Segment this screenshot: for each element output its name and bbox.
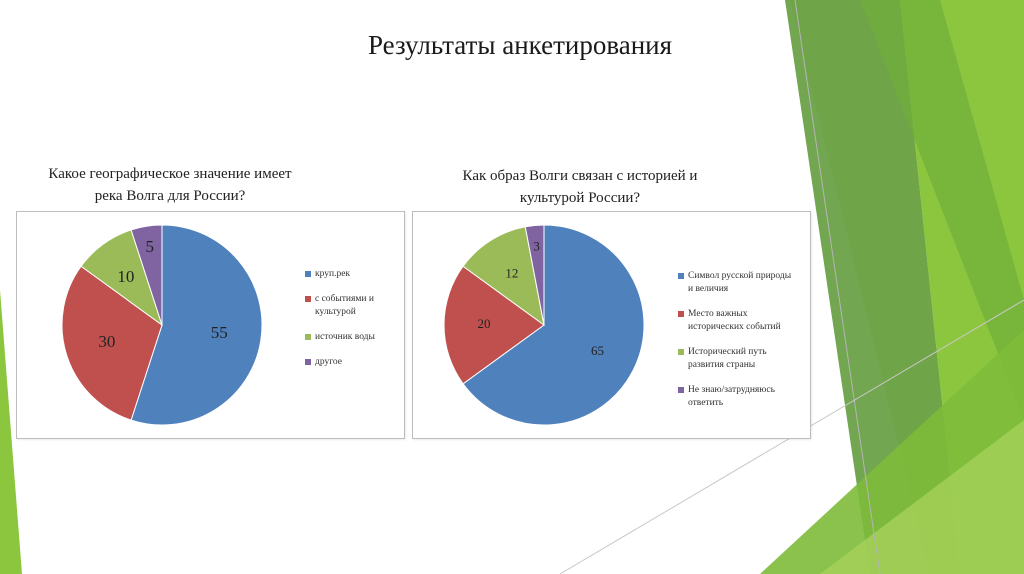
legend-label: источник воды bbox=[315, 332, 375, 342]
chart-1-title: Какое географическое значение имеет река… bbox=[20, 163, 320, 207]
legend-swatch bbox=[678, 311, 684, 317]
chart-2-title: Как образ Волги связан с историей и куль… bbox=[420, 165, 740, 209]
chart-1-frame: 55 30 10 5 круп.рек с событиями и культурой ис… bbox=[16, 211, 405, 439]
legend-swatch bbox=[305, 296, 311, 302]
slice-data-label: 65 bbox=[591, 343, 604, 358]
legend-swatch bbox=[678, 349, 684, 355]
slide-title: Результаты анкетирования bbox=[367, 30, 673, 60]
legend-label: развития страны bbox=[688, 360, 756, 370]
slice-data-label: 12 bbox=[505, 265, 518, 280]
legend-item: источник воды bbox=[305, 331, 375, 344]
legend-item: Место важных исторических событий bbox=[678, 308, 791, 334]
legend-label: культурой bbox=[315, 307, 356, 317]
legend-label: Не знаю/затрудняюсь bbox=[688, 385, 775, 395]
legend-item: Не знаю/затрудняюсь ответить bbox=[678, 384, 791, 410]
pie-slice-1 bbox=[130, 224, 263, 426]
chart-1-pie: 55 30 10 5 bbox=[61, 224, 263, 426]
legend-label: с событиями и bbox=[315, 294, 374, 304]
pie-slice-3 bbox=[462, 226, 545, 327]
chart-2-pie: 65 20 12 3 bbox=[443, 224, 645, 426]
legend-item: с событиями и культурой bbox=[305, 293, 375, 319]
slice-data-label: 3 bbox=[533, 238, 540, 253]
legend-item: Символ русской природы и величия bbox=[678, 270, 791, 296]
legend-label: исторических событий bbox=[688, 322, 781, 332]
slice-data-label: 30 bbox=[98, 332, 115, 351]
slice-data-label: 5 bbox=[146, 237, 155, 256]
pie-slice-4 bbox=[524, 224, 545, 326]
legend-item: Исторический путь развития страны bbox=[678, 346, 791, 372]
legend-swatch bbox=[678, 273, 684, 279]
chart-2-title-line-2: культурой России? bbox=[519, 190, 641, 206]
pie-slice-4 bbox=[130, 224, 163, 326]
legend-label: Место важных bbox=[688, 309, 748, 319]
legend-swatch bbox=[305, 359, 311, 365]
legend-item: круп.рек bbox=[305, 268, 375, 281]
chart-1-legend: круп.рек с событиями и культурой источник в… bbox=[305, 268, 375, 381]
legend-swatch bbox=[678, 387, 684, 393]
slice-data-label: 10 bbox=[117, 267, 134, 286]
slice-data-label: 20 bbox=[478, 316, 491, 331]
chart-2-title-line-1: Как образ Волги связан с историей и bbox=[462, 168, 698, 184]
chart-1-title-line-1: Какое географическое значение имеет bbox=[48, 166, 292, 182]
pie-slice-2 bbox=[61, 265, 163, 421]
legend-swatch bbox=[305, 334, 311, 340]
legend-label: другое bbox=[315, 357, 342, 367]
legend-label: Исторический путь bbox=[688, 347, 767, 357]
pie-slice-2 bbox=[443, 265, 545, 385]
legend-swatch bbox=[305, 271, 311, 277]
slice-data-label: 55 bbox=[211, 323, 228, 342]
chart-2-legend: Символ русской природы и величия Место важ… bbox=[678, 270, 791, 422]
chart-1-title-line-2: река Волга для России? bbox=[94, 188, 246, 204]
legend-label: круп.рек bbox=[315, 269, 351, 279]
chart-2-frame: 65 20 12 3 Символ русской природы и величия М… bbox=[412, 211, 811, 439]
pie-slice-1 bbox=[462, 224, 645, 426]
legend-item: другое bbox=[305, 356, 375, 369]
legend-label: и величия bbox=[688, 284, 729, 294]
legend-label: Символ русской природы bbox=[688, 271, 792, 281]
legend-label: ответить bbox=[688, 398, 724, 408]
